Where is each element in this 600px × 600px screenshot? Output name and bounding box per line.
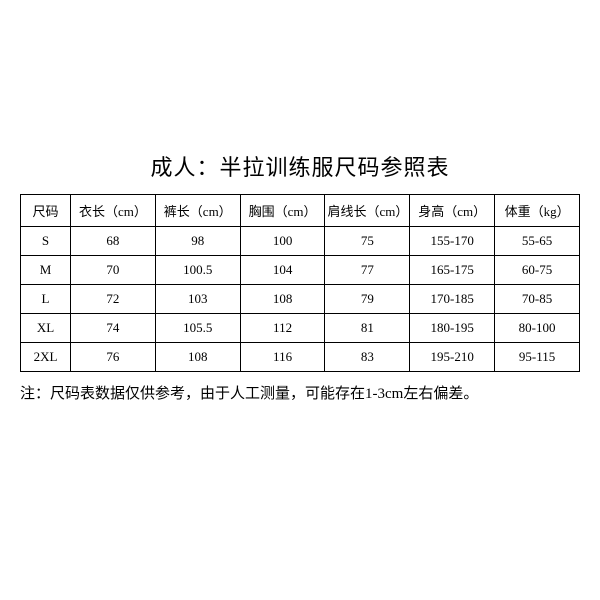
table-row: 2XL 76 108 116 83 195-210 95-115 [21, 343, 580, 372]
cell-pant: 105.5 [155, 314, 240, 343]
table-row: S 68 98 100 75 155-170 55-65 [21, 227, 580, 256]
table-row: L 72 103 108 79 170-185 70-85 [21, 285, 580, 314]
col-size: 尺码 [21, 195, 71, 227]
cell-size: M [21, 256, 71, 285]
cell-height: 180-195 [410, 314, 495, 343]
col-chest: 胸围（cm） [240, 195, 325, 227]
cell-height: 195-210 [410, 343, 495, 372]
cell-length: 76 [71, 343, 156, 372]
cell-height: 165-175 [410, 256, 495, 285]
cell-size: 2XL [21, 343, 71, 372]
cell-chest: 100 [240, 227, 325, 256]
col-length: 衣长（cm） [71, 195, 156, 227]
cell-pant: 108 [155, 343, 240, 372]
cell-size: XL [21, 314, 71, 343]
table-row: M 70 100.5 104 77 165-175 60-75 [21, 256, 580, 285]
cell-chest: 112 [240, 314, 325, 343]
cell-length: 70 [71, 256, 156, 285]
cell-weight: 70-85 [495, 285, 580, 314]
cell-shoulder: 81 [325, 314, 410, 343]
size-table: 尺码 衣长（cm） 裤长（cm） 胸围（cm） 肩线长（cm） 身高（cm） 体… [20, 194, 580, 372]
cell-pant: 100.5 [155, 256, 240, 285]
footnote: 注：尺码表数据仅供参考，由于人工测量，可能存在1-3cm左右偏差。 [20, 382, 580, 403]
cell-shoulder: 79 [325, 285, 410, 314]
size-chart-container: 成人：半拉训练服尺码参照表 尺码 衣长（cm） 裤长（cm） 胸围（cm） 肩线… [0, 0, 600, 600]
col-pant: 裤长（cm） [155, 195, 240, 227]
cell-chest: 104 [240, 256, 325, 285]
table-body: S 68 98 100 75 155-170 55-65 M 70 100.5 … [21, 227, 580, 372]
cell-weight: 55-65 [495, 227, 580, 256]
cell-shoulder: 75 [325, 227, 410, 256]
cell-height: 155-170 [410, 227, 495, 256]
cell-weight: 80-100 [495, 314, 580, 343]
cell-size: L [21, 285, 71, 314]
col-height: 身高（cm） [410, 195, 495, 227]
cell-size: S [21, 227, 71, 256]
cell-weight: 95-115 [495, 343, 580, 372]
cell-length: 68 [71, 227, 156, 256]
cell-length: 72 [71, 285, 156, 314]
cell-chest: 108 [240, 285, 325, 314]
col-shoulder: 肩线长（cm） [325, 195, 410, 227]
cell-weight: 60-75 [495, 256, 580, 285]
table-header-row: 尺码 衣长（cm） 裤长（cm） 胸围（cm） 肩线长（cm） 身高（cm） 体… [21, 195, 580, 227]
cell-pant: 98 [155, 227, 240, 256]
cell-height: 170-185 [410, 285, 495, 314]
table-row: XL 74 105.5 112 81 180-195 80-100 [21, 314, 580, 343]
cell-pant: 103 [155, 285, 240, 314]
cell-shoulder: 77 [325, 256, 410, 285]
col-weight: 体重（kg） [495, 195, 580, 227]
cell-chest: 116 [240, 343, 325, 372]
cell-length: 74 [71, 314, 156, 343]
chart-title: 成人：半拉训练服尺码参照表 [0, 150, 600, 182]
cell-shoulder: 83 [325, 343, 410, 372]
